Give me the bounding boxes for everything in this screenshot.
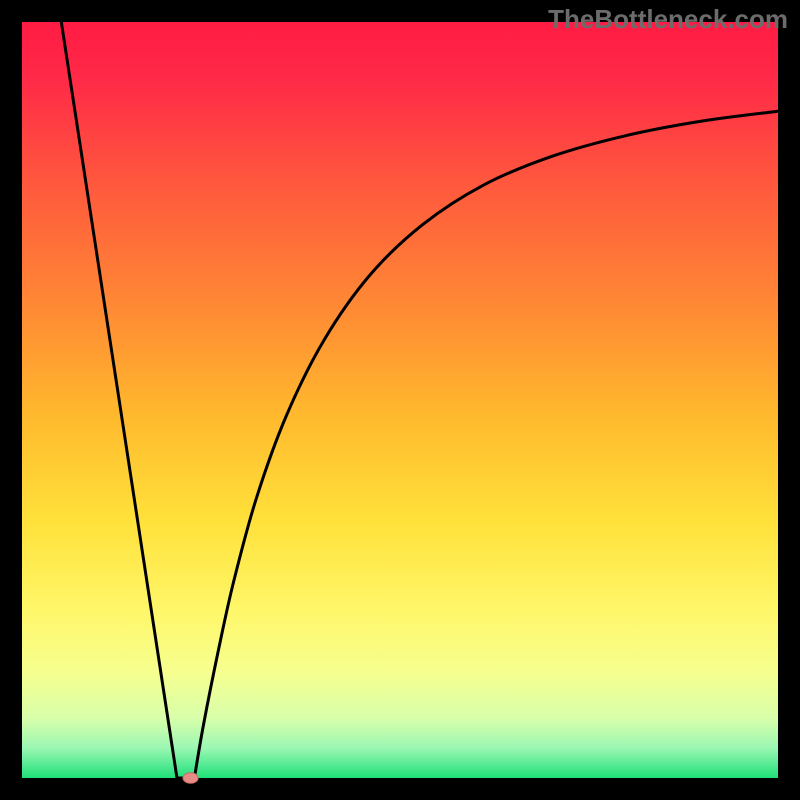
bottleneck-chart: TheBottleneck.com [0,0,800,800]
chart-svg [0,0,800,800]
optimum-marker [183,773,198,784]
plot-background [22,22,778,778]
